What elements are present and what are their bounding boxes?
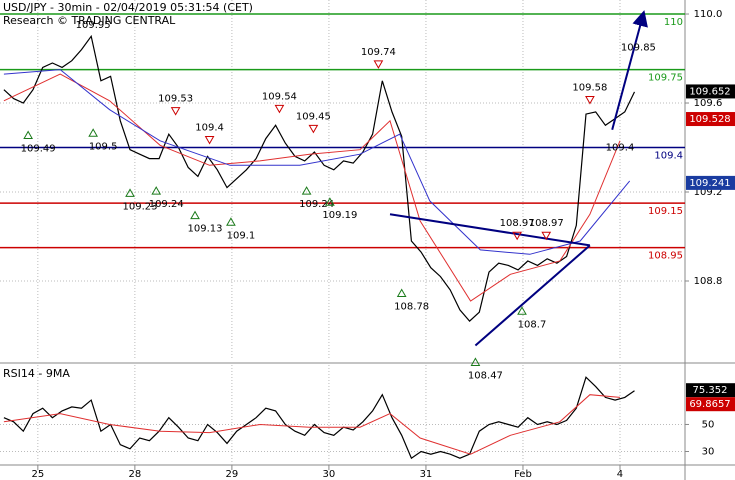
y-tick-label: 109.6	[694, 98, 723, 109]
support-marker	[151, 186, 162, 195]
resistance-marker	[308, 124, 319, 134]
annotation-label: 109.24	[149, 199, 184, 210]
annotation-label: 108.97	[529, 218, 564, 229]
trendline	[389, 213, 591, 247]
series-line	[3, 34, 636, 322]
support-marker	[396, 288, 407, 297]
annotation-label: 109.85	[621, 42, 656, 53]
annotation-label: 108.78	[394, 301, 429, 312]
y-tick-label: 50	[702, 419, 715, 430]
annotation-label: 108.7	[518, 319, 547, 330]
rsi-title: RSI14 - 9MA	[3, 367, 70, 380]
annotation-label: 109.24	[299, 199, 334, 210]
annotation-label: 109.53	[158, 94, 193, 105]
trendline	[611, 10, 648, 130]
annotation-label: 108.47	[468, 370, 503, 381]
price-tag-label: 109.652	[689, 86, 730, 97]
chart-subtitle: Research © TRADING CENTRAL	[3, 14, 176, 27]
level-label: 109.15	[648, 206, 683, 217]
support-marker	[470, 357, 481, 366]
x-tick-label: 28	[128, 469, 141, 480]
support-marker	[125, 188, 135, 197]
level-label: 110	[664, 17, 683, 28]
series-line	[3, 69, 631, 255]
level-label: 108.95	[648, 251, 683, 262]
annotation-label: 109.58	[572, 82, 607, 93]
chart-title: USD/JPY - 30min - 02/04/2019 05:31:54 (C…	[3, 1, 253, 14]
trendline	[474, 244, 591, 347]
resistance-marker	[373, 60, 384, 69]
annotation-label: 109.5	[89, 141, 118, 152]
price-tag	[686, 383, 735, 398]
resistance-marker	[274, 104, 285, 114]
annotation-label: 108.97	[500, 218, 535, 229]
price-tag-label: 69.8657	[689, 399, 730, 410]
level-label: 109.75	[648, 73, 683, 84]
support-marker	[190, 210, 200, 220]
annotation-label: 109.19	[322, 210, 357, 221]
annotation-label: 109.4	[195, 123, 224, 134]
annotation-label: 109.4	[606, 143, 635, 154]
price-tag	[686, 84, 735, 99]
support-marker	[325, 197, 335, 206]
resistance-marker	[512, 231, 523, 241]
support-marker	[226, 217, 236, 226]
annotation-label: 109.1	[227, 230, 256, 241]
series-line	[3, 376, 635, 460]
x-tick-label: 4	[617, 469, 623, 480]
annotation-label: 109.13	[188, 224, 223, 235]
price-tag-label: 109.528	[689, 114, 730, 125]
support-marker	[301, 186, 312, 195]
x-tick-label: Feb	[514, 469, 532, 480]
x-tick-label: 30	[323, 469, 336, 480]
annotation-label: 109.74	[361, 47, 396, 58]
price-tag	[686, 397, 735, 412]
x-tick-label: 25	[31, 469, 44, 480]
level-label: 109.4	[654, 151, 683, 162]
annotation-label: 109.49	[21, 143, 56, 154]
y-tick-label: 109.2	[694, 187, 723, 198]
price-tag	[686, 175, 735, 190]
y-tick-label: 108.8	[694, 276, 723, 287]
price-tag-label: 109.241	[689, 178, 730, 189]
resistance-marker	[170, 107, 181, 116]
support-marker	[88, 128, 99, 137]
support-marker	[517, 306, 527, 315]
resistance-marker	[541, 231, 552, 241]
series-line	[3, 73, 621, 302]
price-tag	[686, 112, 735, 127]
annotation-label: 109.54	[262, 91, 297, 102]
y-tick-label: 30	[702, 446, 715, 457]
resistance-marker	[585, 95, 595, 105]
support-marker	[23, 130, 33, 139]
annotation-label: 109.45	[296, 111, 331, 122]
resistance-marker	[204, 136, 215, 145]
series-line	[3, 394, 621, 455]
annotation-label: 109.23	[123, 201, 158, 212]
price-tag-label: 75.352	[693, 385, 728, 396]
y-tick-label: 110.0	[694, 9, 723, 20]
x-tick-label: 31	[420, 469, 433, 480]
annotation-label: 109.95	[76, 20, 111, 31]
x-tick-label: 29	[226, 469, 239, 480]
